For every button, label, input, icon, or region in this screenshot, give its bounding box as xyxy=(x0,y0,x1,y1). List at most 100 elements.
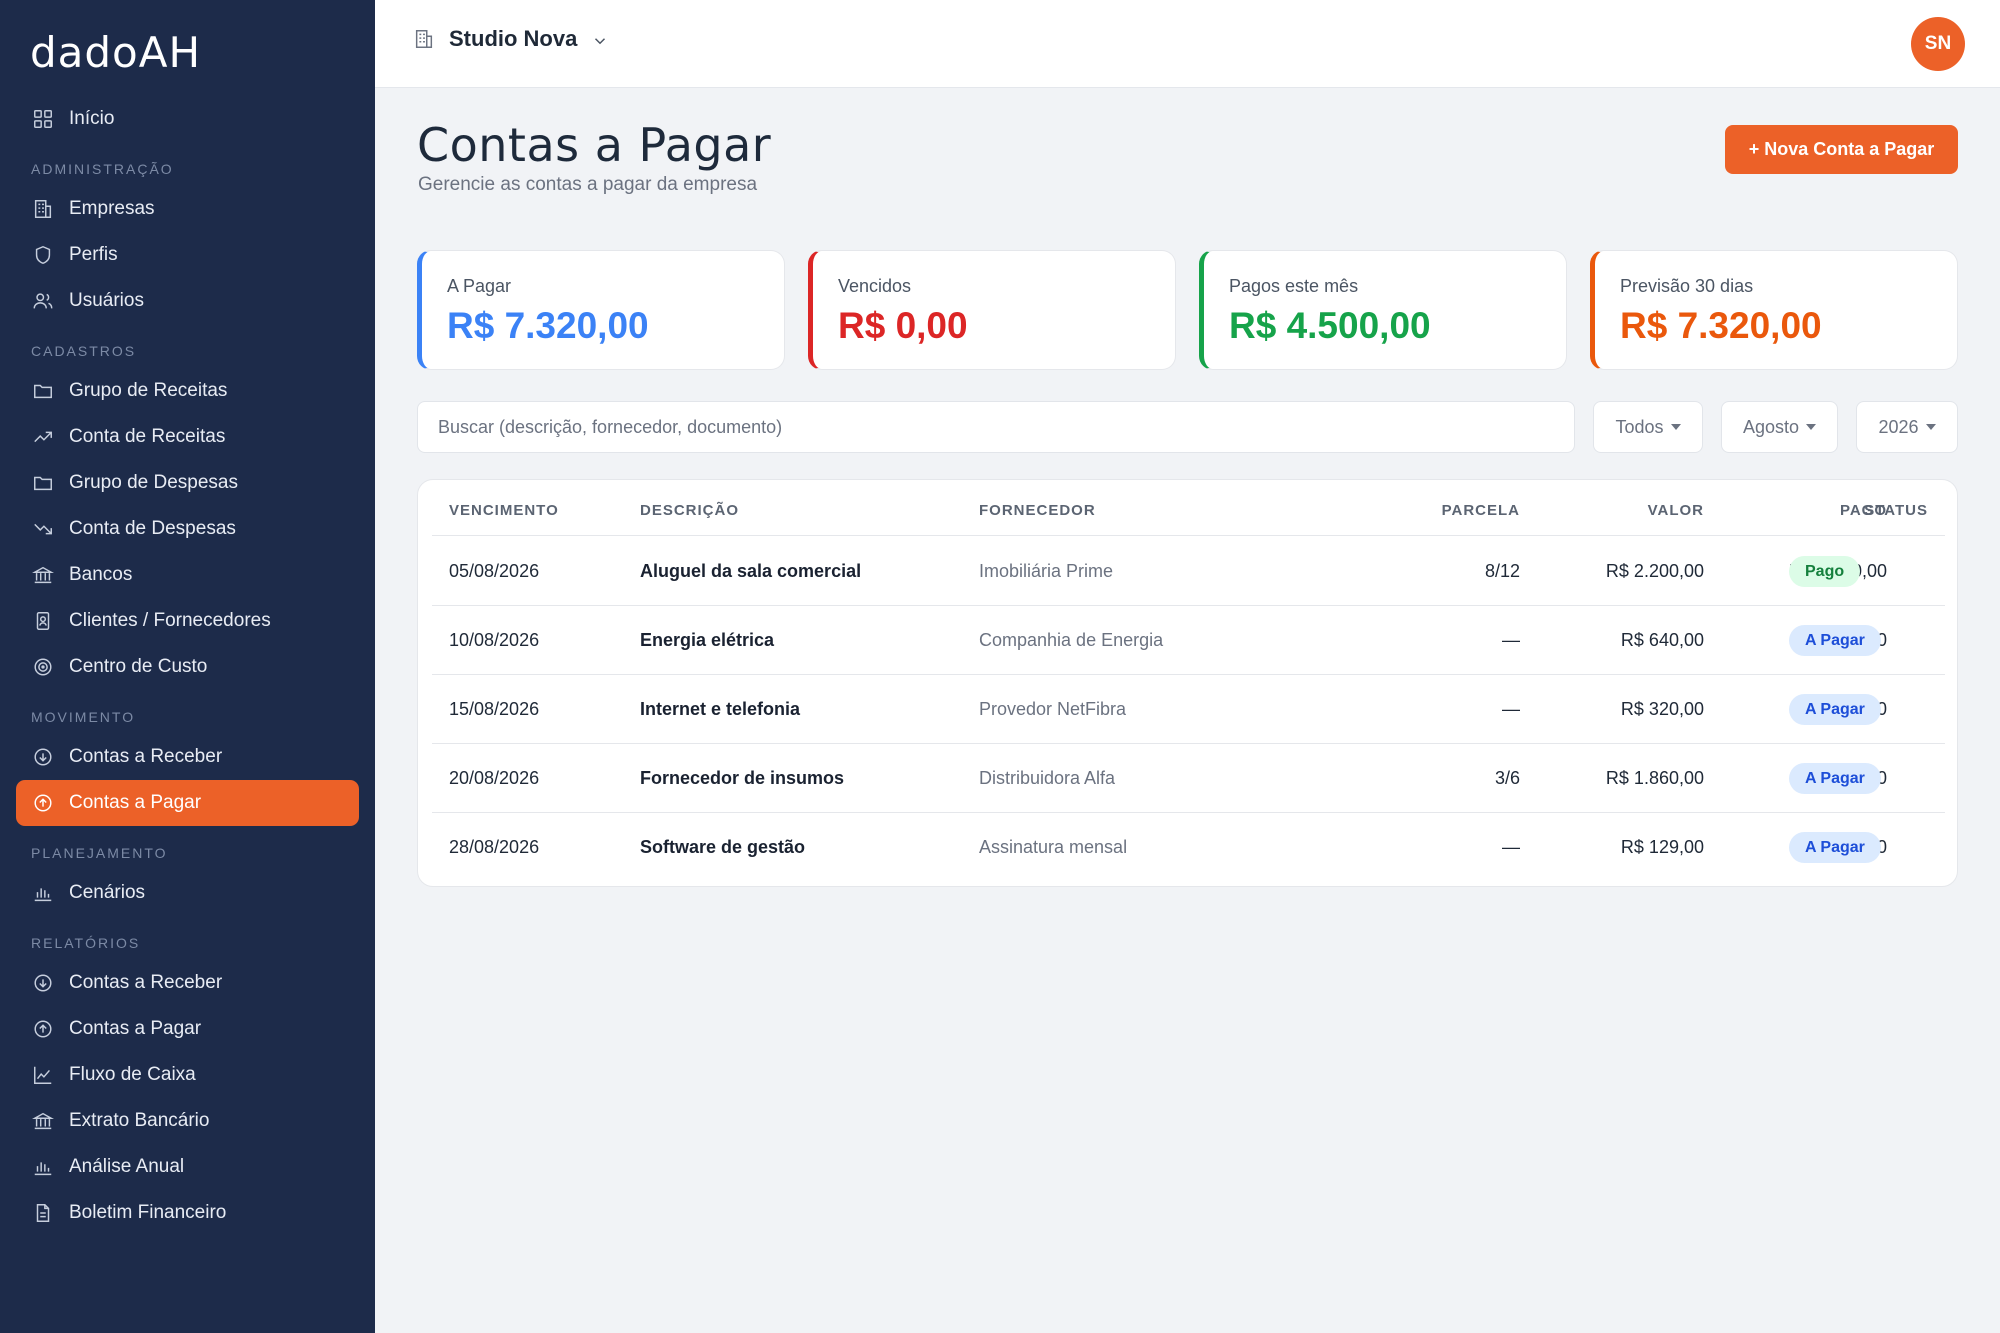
summary-card-previsao: Previsão 30 dias R$ 7.320,00 xyxy=(1590,250,1958,370)
col-descricao[interactable]: DESCRIÇÃO xyxy=(640,502,740,519)
summary-label: Pagos este mês xyxy=(1229,276,1359,296)
sidebar-item-grupo-despesas[interactable]: Grupo de Despesas xyxy=(16,460,359,506)
sidebar-item-conta-despesas[interactable]: Conta de Despesas xyxy=(16,506,359,552)
col-parcela[interactable]: PARCELA xyxy=(1441,502,1520,519)
sidebar-item-label: Conta de Despesas xyxy=(69,518,236,539)
sidebar-item-grupo-receitas[interactable]: Grupo de Receitas xyxy=(16,368,359,414)
topbar: Studio Nova SN xyxy=(375,0,2000,88)
caret-down-icon xyxy=(1925,424,1936,430)
sidebar-item-contas-receber[interactable]: Contas a Receber xyxy=(16,734,359,780)
sidebar-item-boletim-financeiro[interactable]: Boletim Financeiro xyxy=(16,1190,359,1236)
cell-parcela: — xyxy=(1502,837,1520,857)
sidebar-item-label: Boletim Financeiro xyxy=(69,1202,227,1223)
cell-valor: R$ 1.860,00 xyxy=(1605,768,1704,788)
summary-value: R$ 4.500,00 xyxy=(1229,305,1431,346)
sidebar-item-label: Cenários xyxy=(69,882,146,903)
table-row[interactable]: 15/08/2026 Internet e telefonia Provedor N… xyxy=(432,675,1945,744)
cell-valor: R$ 320,00 xyxy=(1620,699,1704,719)
sidebar-item-label: Fluxo de Caixa xyxy=(69,1064,196,1085)
sidebar-item-label: Extrato Bancário xyxy=(69,1110,210,1131)
line-chart-icon xyxy=(31,1063,55,1087)
status-badge: A Pagar xyxy=(1789,694,1881,725)
sidebar-item-label: Grupo de Receitas xyxy=(69,380,228,401)
cell-vencimento: 20/08/2026 xyxy=(449,768,540,788)
col-pago[interactable]: PAGO xyxy=(1839,502,1887,519)
col-vencimento[interactable]: VENCIMENTO xyxy=(449,502,559,519)
company-name: Studio Nova xyxy=(449,26,578,51)
sidebar-item-extrato-bancario[interactable]: Extrato Bancário xyxy=(16,1098,359,1144)
cell-descricao: Software de gestão xyxy=(640,837,806,857)
sidebar-item-label: Conta de Receitas xyxy=(69,426,226,447)
col-fornecedor[interactable]: FORNECEDOR xyxy=(979,502,1096,519)
table-row[interactable]: 28/08/2026 Software de gestão Assinatura m… xyxy=(432,813,1945,882)
cell-parcela: — xyxy=(1502,630,1520,650)
sidebar-item-centro-custo[interactable]: Centro de Custo xyxy=(16,644,359,690)
summary-label: Previsão 30 dias xyxy=(1620,276,1754,296)
sidebar-item-conta-receitas[interactable]: Conta de Receitas xyxy=(16,414,359,460)
sidebar-nav: Início ADMINISTRAÇÃO Empresas Perfis Usu… xyxy=(16,96,359,1236)
bar-chart-icon xyxy=(31,881,55,905)
sidebar-item-perfis[interactable]: Perfis xyxy=(16,232,359,278)
summary-value: R$ 7.320,00 xyxy=(447,305,649,346)
search-input[interactable] xyxy=(417,401,1575,453)
sidebar-item-label: Clientes / Fornecedores xyxy=(69,610,271,631)
table-row[interactable]: 05/08/2026 Aluguel da sala comercial Imobi… xyxy=(432,537,1945,606)
summary-card-vencidos: Vencidos R$ 0,00 xyxy=(808,250,1176,370)
bank-icon xyxy=(31,563,55,587)
sidebar-item-label: Contas a Pagar xyxy=(69,792,202,813)
table-row[interactable]: 10/08/2026 Energia elétrica Companhia de E… xyxy=(432,606,1945,675)
section-cadastros: CADASTROS xyxy=(31,343,137,359)
sidebar-item-label: Análise Anual xyxy=(69,1156,185,1177)
sidebar-item-analise-anual[interactable]: Análise Anual xyxy=(16,1144,359,1190)
company-selector[interactable]: Studio Nova xyxy=(413,26,609,52)
summary-cards: A Pagar R$ 7.320,00 Vencidos R$ 0,00 Pag… xyxy=(417,250,1958,370)
summary-label: Vencidos xyxy=(838,276,912,296)
arrow-down-circle-icon xyxy=(31,971,55,995)
status-badge: Pago xyxy=(1789,556,1861,587)
cell-descricao: Aluguel da sala comercial xyxy=(640,561,862,581)
status-badge: A Pagar xyxy=(1789,625,1881,656)
sidebar-item-label: Grupo de Despesas xyxy=(69,472,238,493)
grid-icon xyxy=(31,107,55,131)
sidebar-item-usuarios[interactable]: Usuários xyxy=(16,278,359,324)
cell-vencimento: 10/08/2026 xyxy=(449,630,540,650)
arrow-down-circle-icon xyxy=(31,745,55,769)
summary-label: A Pagar xyxy=(447,276,512,296)
sidebar-item-cenarios[interactable]: Cenários xyxy=(16,870,359,916)
trending-up-icon xyxy=(31,425,55,449)
sidebar-item-label: Usuários xyxy=(69,290,144,311)
sidebar-item-clientes-fornecedores[interactable]: Clientes / Fornecedores xyxy=(16,598,359,644)
sidebar-item-contas-pagar[interactable]: Contas a Pagar xyxy=(16,780,359,826)
cell-fornecedor: Imobiliária Prime xyxy=(979,561,1114,581)
sidebar-item-empresas[interactable]: Empresas xyxy=(16,186,359,232)
payables-table: VENCIMENTO DESCRIÇÃO FORNECEDOR PARCELA … xyxy=(417,479,1958,887)
bar-chart-icon xyxy=(31,1155,55,1179)
new-account-button[interactable]: + Nova Conta a Pagar xyxy=(1725,125,1958,174)
contact-icon xyxy=(31,609,55,633)
sidebar-item-bancos[interactable]: Bancos xyxy=(16,552,359,598)
cell-vencimento: 05/08/2026 xyxy=(449,561,540,581)
cell-descricao: Internet e telefonia xyxy=(640,699,801,719)
sidebar-item-fluxo-caixa[interactable]: Fluxo de Caixa xyxy=(16,1052,359,1098)
folder-icon xyxy=(31,471,55,495)
col-status[interactable]: STATUS xyxy=(1864,502,1928,519)
section-relatorios: RELATÓRIOS xyxy=(31,935,141,951)
caret-down-icon xyxy=(1806,424,1817,430)
sidebar-item-label: Bancos xyxy=(69,564,133,585)
cell-parcela: 3/6 xyxy=(1494,768,1520,788)
status-filter[interactable]: Todos xyxy=(1593,401,1703,453)
col-valor[interactable]: VALOR xyxy=(1647,502,1704,519)
table-row[interactable]: 20/08/2026 Fornecedor de insumos Distribui… xyxy=(432,744,1945,813)
month-filter[interactable]: Agosto xyxy=(1721,401,1838,453)
app-logo[interactable]: dadoAH xyxy=(30,28,202,77)
month-filter-value: Agosto xyxy=(1742,416,1800,437)
chevron-down-icon xyxy=(591,30,609,48)
sidebar-item-inicio[interactable]: Início xyxy=(16,96,359,142)
cell-descricao: Energia elétrica xyxy=(640,630,775,650)
sidebar-item-label: Início xyxy=(69,108,115,129)
cell-vencimento: 28/08/2026 xyxy=(449,837,540,857)
year-filter[interactable]: 2026 xyxy=(1856,401,1958,453)
sidebar-item-rel-contas-receber[interactable]: Contas a Receber xyxy=(16,960,359,1006)
user-avatar[interactable]: SN xyxy=(1911,17,1965,71)
sidebar-item-rel-contas-pagar[interactable]: Contas a Pagar xyxy=(16,1006,359,1052)
